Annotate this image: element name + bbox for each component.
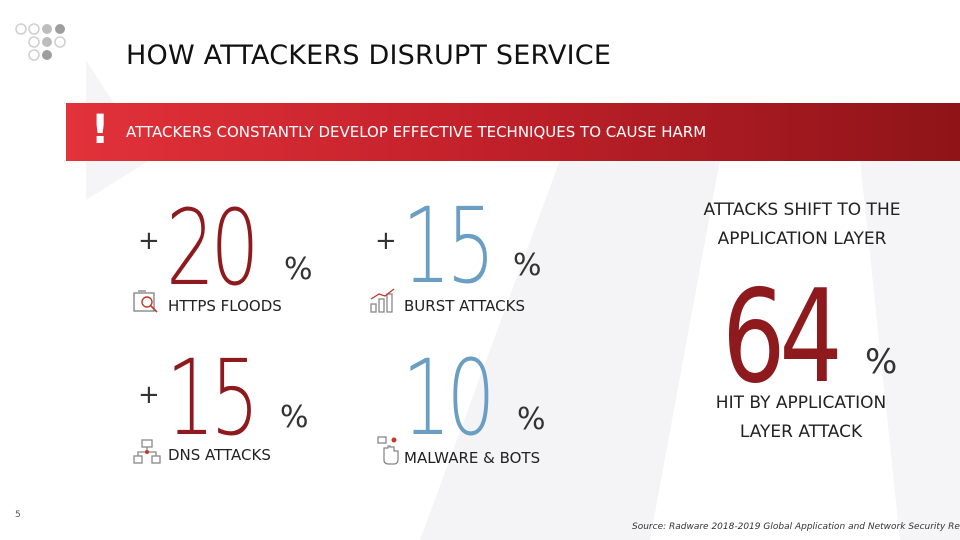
exclamation-icon: ! (91, 107, 110, 153)
stat-prefix: + (138, 226, 160, 256)
stat-unit: % (513, 248, 542, 283)
bot-hand-icon (377, 436, 399, 465)
bar-chart-icon (370, 288, 395, 313)
stat-value: 20 (166, 187, 260, 309)
highlight-caption: HIT BY APPLICATION LAYER ATTACK (715, 393, 887, 442)
stat-unit: % (284, 252, 313, 287)
banner-text: ATTACKERS CONSTANTLY DEVELOP EFFECTIVE T… (126, 123, 707, 141)
stat-value: 15 (166, 337, 260, 459)
slide-title: HOW ATTACKERS DISRUPT SERVICE (126, 40, 612, 71)
alert-banner: ! ATTACKERS CONSTANTLY DEVELOP EFFECTIVE… (66, 103, 960, 161)
page-number: 5 (15, 510, 21, 520)
stat-label: HTTPS FLOODS (168, 297, 282, 315)
stat-prefix: + (138, 380, 160, 410)
stat-unit: % (517, 402, 546, 437)
highlight-unit: % (865, 342, 898, 382)
stat-label: DNS ATTACKS (168, 446, 271, 464)
stat-value: 15 (402, 185, 496, 307)
stat-label: MALWARE & BOTS (404, 449, 541, 467)
stat-value: 10 (402, 337, 496, 459)
stat-label: BURST ATTACKS (404, 297, 525, 315)
highlight-heading: ATTACKS SHIFT TO THE APPLICATION LAYER (703, 200, 901, 249)
source-citation: Source: Radware 2018-2019 Global Applica… (632, 522, 960, 532)
stat-unit: % (280, 400, 309, 435)
logo-dots-icon (15, 23, 66, 61)
network-icon (133, 439, 161, 464)
stat-prefix: + (375, 226, 397, 256)
highlight-value: 64 (722, 263, 843, 412)
search-document-icon (133, 290, 158, 313)
